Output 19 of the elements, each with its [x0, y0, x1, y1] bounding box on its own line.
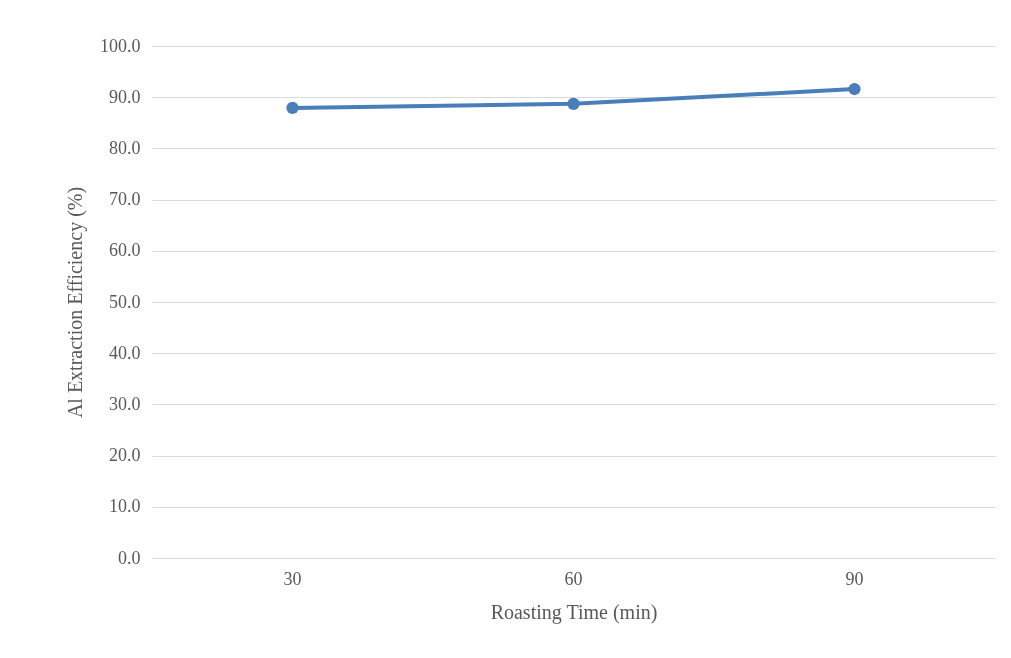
y-tick-label: 30.0 — [109, 393, 141, 414]
x-tick-label: 30 — [283, 568, 302, 589]
y-tick-label: 80.0 — [109, 137, 141, 158]
y-tick-label: 90.0 — [109, 86, 141, 107]
y-tick-label: 50.0 — [109, 291, 141, 312]
x-tick-label: 90 — [845, 568, 864, 589]
y-tick-label: 10.0 — [109, 496, 141, 517]
y-tick-label: 60.0 — [109, 240, 141, 261]
y-tick-label: 100.0 — [100, 35, 141, 56]
y-axis-title: Al Extraction Efficiency (%) — [64, 186, 87, 419]
y-tick-label: 70.0 — [109, 189, 141, 210]
x-axis-title: Roasting Time (min) — [490, 600, 658, 624]
point — [567, 97, 580, 110]
y-tick-label: 20.0 — [109, 445, 141, 466]
y-tick-label: 0.0 — [118, 547, 141, 568]
x-tick-label: 60 — [564, 568, 583, 589]
point — [848, 82, 861, 96]
y-tick-label: 40.0 — [109, 342, 141, 363]
point — [286, 101, 299, 115]
